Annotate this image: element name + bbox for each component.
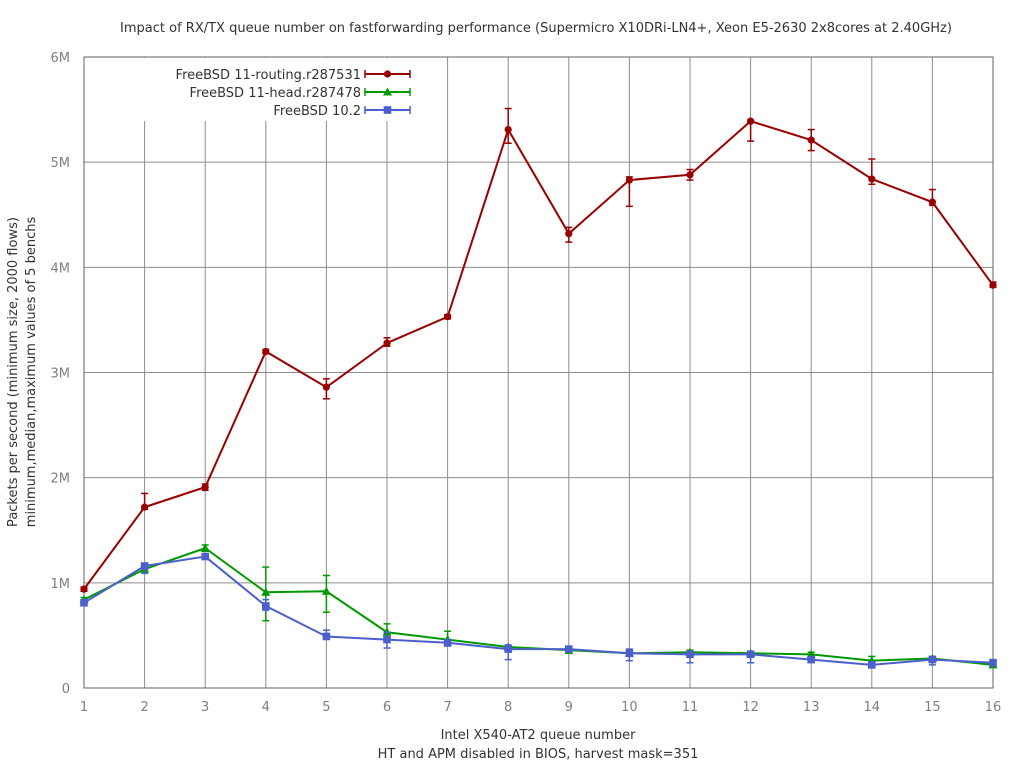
data-point (686, 650, 694, 659)
legend-label: FreeBSD 11-routing.r287531 (176, 68, 361, 83)
legend-item-1: FreeBSD 11-routing.r287531 (176, 68, 411, 83)
data-point (80, 599, 88, 607)
data-point (928, 655, 937, 664)
x-tick-label: 8 (504, 700, 512, 715)
legend-marker (383, 87, 392, 96)
legend-label: FreeBSD 10.2 (273, 104, 361, 119)
x-tick-label: 6 (383, 700, 391, 715)
series-1 (80, 107, 997, 593)
data-point (625, 649, 634, 658)
data-point (868, 661, 876, 669)
x-tick-label: 2 (140, 700, 148, 715)
data-point (444, 313, 452, 321)
series-line (83, 120, 994, 590)
y-axis-label-line-2: minimum,median,maximum values of 5 bench… (24, 217, 39, 528)
x-tick-label: 10 (621, 700, 638, 715)
data-point (686, 171, 694, 179)
x-tick-label: 5 (322, 700, 330, 715)
data-point (322, 632, 331, 641)
data-point (383, 635, 391, 644)
legend-item-3: FreeBSD 10.2 (273, 104, 411, 119)
data-point (383, 339, 391, 347)
y-tick-label: 1M (51, 577, 71, 592)
y-tick-label: 3M (51, 367, 71, 382)
y-tick-labels: 0 1M 2M 3M 4M 5M 6M (51, 51, 71, 697)
data-point (443, 638, 452, 647)
x-axis-label-line-1: Intel X540-AT2 queue number (441, 728, 637, 743)
x-tick-label: 14 (864, 700, 881, 715)
data-point (565, 230, 573, 238)
data-point (201, 552, 209, 561)
legend-label: FreeBSD 11-head.r287478 (190, 86, 361, 101)
data-point (747, 117, 755, 125)
x-tick-labels: 1 2 3 4 5 6 7 8 9 10 11 12 13 14 15 16 (80, 700, 1001, 715)
data-point (261, 587, 271, 596)
data-point (746, 650, 755, 659)
chart-title: Impact of RX/TX queue number on fastforw… (120, 21, 952, 36)
y-tick-label: 5M (51, 156, 71, 171)
data-point (807, 655, 815, 664)
data-point (928, 198, 937, 206)
x-tick-label: 9 (565, 700, 573, 715)
x-tick-label: 4 (262, 700, 270, 715)
data-point (262, 602, 270, 610)
plot-area-border (83, 56, 994, 689)
x-tick-label: 3 (201, 700, 209, 715)
data-point (807, 136, 815, 144)
y-tick-label: 0 (62, 682, 70, 697)
y-tick-label: 6M (51, 51, 71, 66)
x-tick-label: 16 (985, 700, 1002, 715)
x-tick-label: 12 (742, 700, 759, 715)
x-tick-label: 13 (803, 700, 820, 715)
data-point (80, 585, 88, 593)
legend-marker (383, 70, 392, 78)
data-point (262, 347, 270, 356)
legend: FreeBSD 11-routing.r287531 FreeBSD 11-hea… (176, 68, 411, 119)
y-tick-label: 2M (51, 472, 71, 487)
grid (84, 57, 993, 688)
legend-marker (383, 106, 392, 114)
data-point (201, 483, 209, 491)
data-point (625, 176, 634, 184)
y-tick-label: 4M (51, 261, 71, 276)
data-point (989, 658, 997, 667)
data-point (989, 281, 997, 289)
data-point (868, 175, 876, 183)
data-point (322, 383, 330, 391)
x-tick-label: 7 (443, 700, 451, 715)
series-group (79, 107, 998, 669)
data-point (504, 125, 512, 134)
series-3 (80, 552, 997, 669)
legend-item-2: FreeBSD 11-head.r287478 (190, 86, 411, 101)
data-point (140, 562, 149, 570)
x-axis-label-line-2: HT and APM disabled in BIOS, harvest mas… (378, 747, 699, 762)
series-line (83, 555, 994, 666)
y-axis-label-line-1: Packets per second (minimum size, 2000 f… (6, 217, 21, 527)
data-point (200, 543, 210, 552)
x-tick-label: 11 (682, 700, 699, 715)
data-point (504, 645, 512, 653)
x-tick-label: 1 (80, 700, 88, 715)
data-point (141, 503, 149, 511)
x-tick-label: 15 (924, 700, 941, 715)
data-point (565, 645, 573, 653)
data-point (321, 586, 331, 595)
